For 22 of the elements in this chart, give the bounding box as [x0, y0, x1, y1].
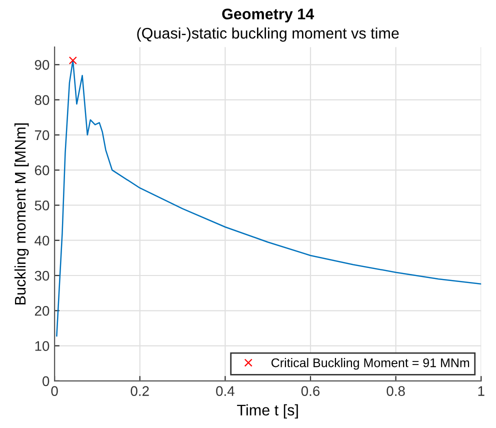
- y-tick-label: 20: [34, 306, 50, 316]
- y-tick-label: 80: [34, 95, 50, 105]
- y-tick-label: 60: [34, 165, 50, 176]
- legend-label: Critical Buckling Moment = 91 MNm: [271, 358, 470, 370]
- y-axis-title: Buckling moment M [MNm]: [14, 123, 29, 304]
- y-tick-label: 50: [34, 200, 50, 210]
- y-tick-label: 40: [34, 236, 50, 246]
- y-tick-label: 0: [42, 376, 50, 386]
- y-tick-label: 30: [34, 270, 50, 281]
- x-tick-label: 0.4: [216, 386, 234, 396]
- x-tick-label: 0: [51, 386, 58, 396]
- x-tick-label: 0.6: [301, 386, 320, 396]
- line-series: [56, 60, 482, 337]
- x-tick-label: 0.2: [130, 386, 149, 396]
- x-tick-label: 1: [478, 386, 484, 396]
- y-tick-label: 90: [34, 60, 50, 70]
- y-tick-label: 10: [35, 341, 50, 351]
- chart-title: Geometry 14: [222, 8, 314, 22]
- x-tick-label: 0.8: [386, 386, 405, 396]
- chart-subtitle: (Quasi-)static buckling moment vs time: [137, 27, 399, 42]
- x-axis-title: Time t [s]: [237, 404, 298, 419]
- y-tick-label: 70: [34, 130, 50, 140]
